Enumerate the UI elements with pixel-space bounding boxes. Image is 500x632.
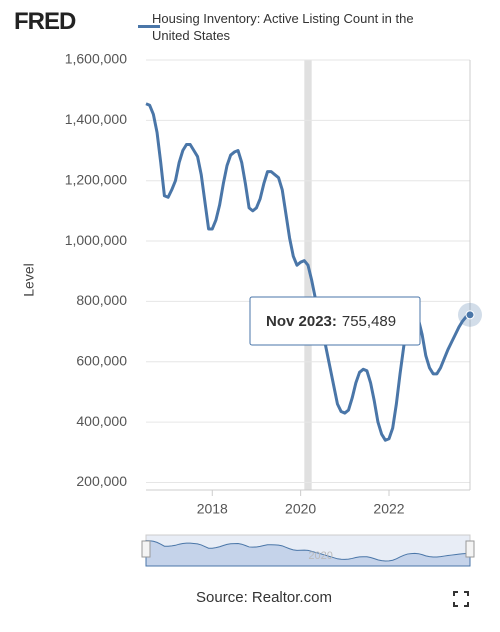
logo[interactable]: FRED [14,8,76,35]
legend-entry: Housing Inventory: Active Listing Count … [152,11,414,43]
tooltip: Nov 2023: 755,489 [249,296,421,346]
header: FRED Housing Inventory: Active Listing C… [14,8,494,48]
x-tick-label: 2018 [197,501,228,517]
source: Source: Realtor.com [196,589,332,606]
y-tick-label: 1,600,000 [65,51,127,67]
x-tick-label: 2022 [373,501,404,517]
navigator-handle[interactable] [465,540,475,558]
tooltip-date: Nov 2023: [266,313,337,330]
tooltip-value: 755,489 [342,313,396,330]
y-tick-label: 1,400,000 [65,111,127,127]
y-tick-label: 400,000 [76,413,127,429]
y-tick-label: 800,000 [76,292,127,308]
y-tick-label: 200,000 [76,473,127,489]
legend-swatch [138,25,160,28]
y-tick-label: 1,000,000 [65,232,127,248]
x-tick-label: 2020 [285,501,316,517]
recession-band [304,60,312,490]
navigator-line [145,540,471,567]
tooltip-box [249,296,421,346]
fullscreen-icon[interactable] [453,591,469,607]
y-tick-label: 1,200,000 [65,171,127,187]
tooltip-text: Nov 2023: 755,489 [266,313,396,330]
y-axis-label: Level [21,263,37,296]
navigator-handle[interactable] [141,540,151,558]
hover-point [465,310,475,320]
y-tick-label: 600,000 [76,352,127,368]
navigator-label: 2020 [308,550,332,562]
